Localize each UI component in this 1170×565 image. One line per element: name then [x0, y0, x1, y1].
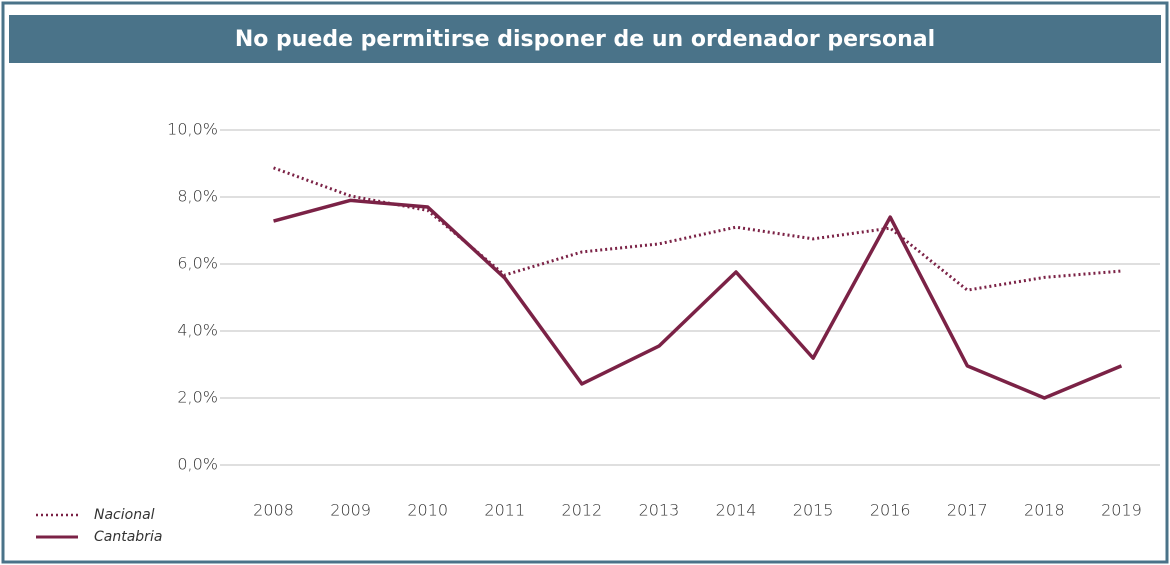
x-tick-label: 2010 — [407, 501, 448, 520]
chart-title: No puede permitirse disponer de un orden… — [235, 27, 935, 52]
y-tick-label: 4,0% — [177, 321, 218, 340]
x-tick-label: 2017 — [947, 501, 988, 520]
x-tick-label: 2011 — [484, 501, 525, 520]
x-tick-label: 2009 — [330, 501, 371, 520]
line-series — [273, 198, 1123, 400]
y-tick-label: 6,0% — [177, 254, 218, 273]
x-tick-label: 2019 — [1101, 501, 1142, 520]
y-tick-label: 8,0% — [177, 187, 218, 206]
x-tick-label: 2013 — [639, 501, 680, 520]
line-series — [273, 166, 1122, 292]
x-tick-label: 2008 — [253, 501, 294, 520]
title-bar — [9, 15, 1161, 63]
legend-label: Cantabria — [94, 529, 162, 545]
x-tick-label: 2015 — [793, 501, 834, 520]
y-tick-label: 10,0% — [167, 120, 218, 139]
x-tick-label: 2018 — [1024, 501, 1065, 520]
x-tick-label: 2014 — [716, 501, 757, 520]
x-tick-label: 2016 — [870, 501, 911, 520]
y-tick-label: 0,0% — [177, 455, 218, 474]
y-tick-label: 2,0% — [177, 388, 218, 407]
x-tick-label: 2012 — [562, 501, 603, 520]
legend-label: Nacional — [94, 507, 155, 523]
